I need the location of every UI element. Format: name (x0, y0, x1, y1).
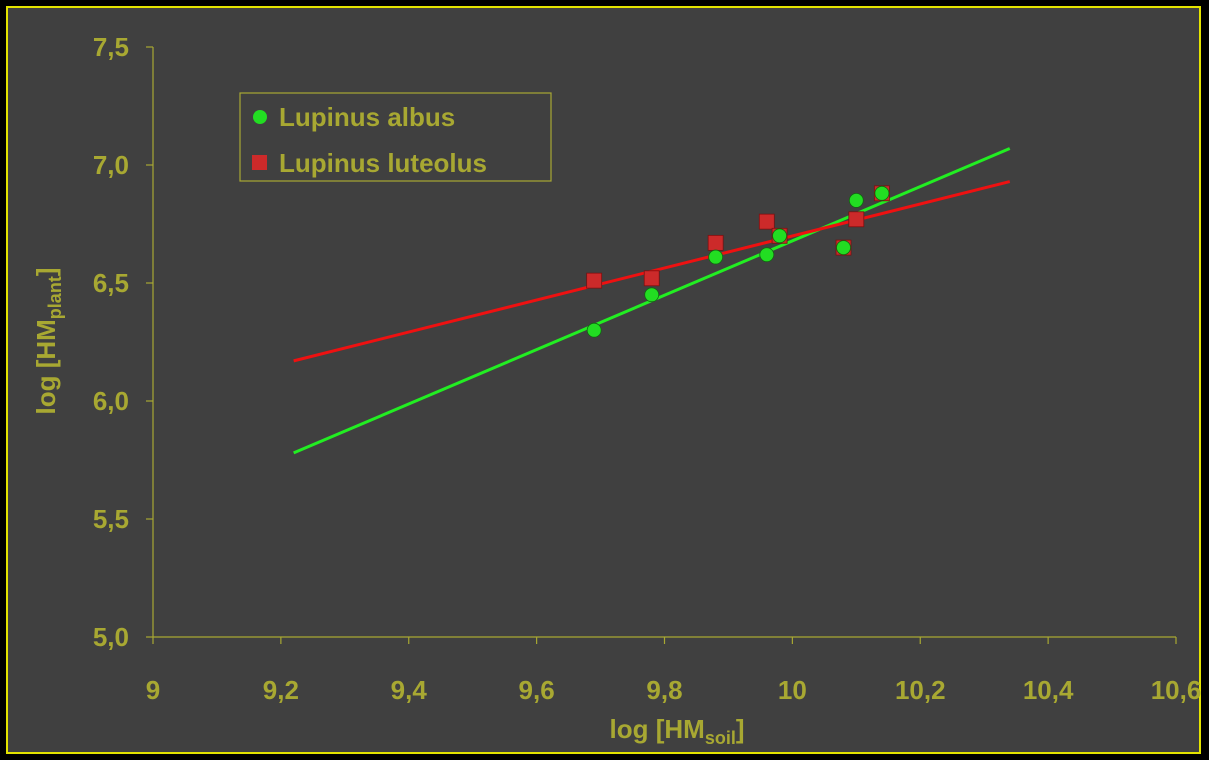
x-tick-label: 10,4 (1023, 675, 1074, 705)
x-axis-label-prefix: log [HM (610, 714, 705, 744)
point-lupinus-albus (708, 249, 724, 265)
x-tick-label: 9,2 (263, 675, 299, 705)
point-lupinus-luteolus (758, 213, 775, 230)
series-lupinus-luteolus (586, 185, 890, 289)
x-tick-label: 10,6 (1151, 675, 1202, 705)
x-tick-label: 10,2 (895, 675, 946, 705)
y-tick-label: 5,0 (93, 622, 129, 652)
legend-box (239, 92, 552, 182)
y-axis-label-prefix: log [HM (31, 319, 61, 414)
point-lupinus-albus (759, 247, 775, 263)
point-lupinus-albus (836, 240, 851, 256)
y-axis-label: log [HMplant] (31, 268, 65, 415)
y-tick-label: 7,5 (93, 32, 129, 62)
legend-marker-lupinus-albus (253, 110, 267, 124)
point-lupinus-luteolus (707, 234, 724, 251)
x-tick-label: 9,6 (519, 675, 555, 705)
point-lupinus-albus (874, 185, 890, 201)
y-tick-label: 5,5 (93, 504, 129, 534)
legend-label-lupinus-albus: Lupinus albus (279, 102, 455, 132)
legend-marker-lupinus-luteolus (252, 155, 267, 170)
point-lupinus-albus (586, 322, 602, 338)
point-lupinus-albus (848, 192, 864, 208)
x-tick-label: 10 (778, 675, 807, 705)
x-tick-label: 9 (146, 675, 160, 705)
y-tick-label: 6,0 (93, 386, 129, 416)
point-lupinus-luteolus (643, 270, 660, 287)
axes: 9 9,2 9,4 9,6 9,8 10 10,2 10,4 10,6 5,0 5,5 6,0 6,5 7… (93, 32, 1201, 705)
point-lupinus-luteolus (848, 211, 865, 228)
x-axis-label-subscript: soil (705, 728, 736, 748)
y-axis-label-suffix: ] (31, 268, 61, 277)
y-axis-label-subscript: plant (45, 276, 65, 319)
x-axis-label-suffix: ] (736, 714, 745, 744)
x-tick-label: 9,8 (646, 675, 682, 705)
chart-frame (6, 6, 1201, 754)
legend-label-lupinus-luteolus: Lupinus luteolus (279, 148, 487, 178)
legend: Lupinus albus Lupinus luteolus (239, 92, 552, 182)
point-lupinus-luteolus (586, 272, 603, 289)
x-axis-label: log [HMsoil] (610, 714, 745, 748)
data-points (586, 185, 890, 338)
y-tick-label: 7,0 (93, 150, 129, 180)
x-tick-label: 9,4 (391, 675, 428, 705)
point-lupinus-albus (772, 228, 787, 244)
series-lupinus-albus (586, 185, 890, 338)
point-lupinus-albus (644, 287, 660, 303)
y-tick-label: 6,5 (93, 268, 129, 298)
